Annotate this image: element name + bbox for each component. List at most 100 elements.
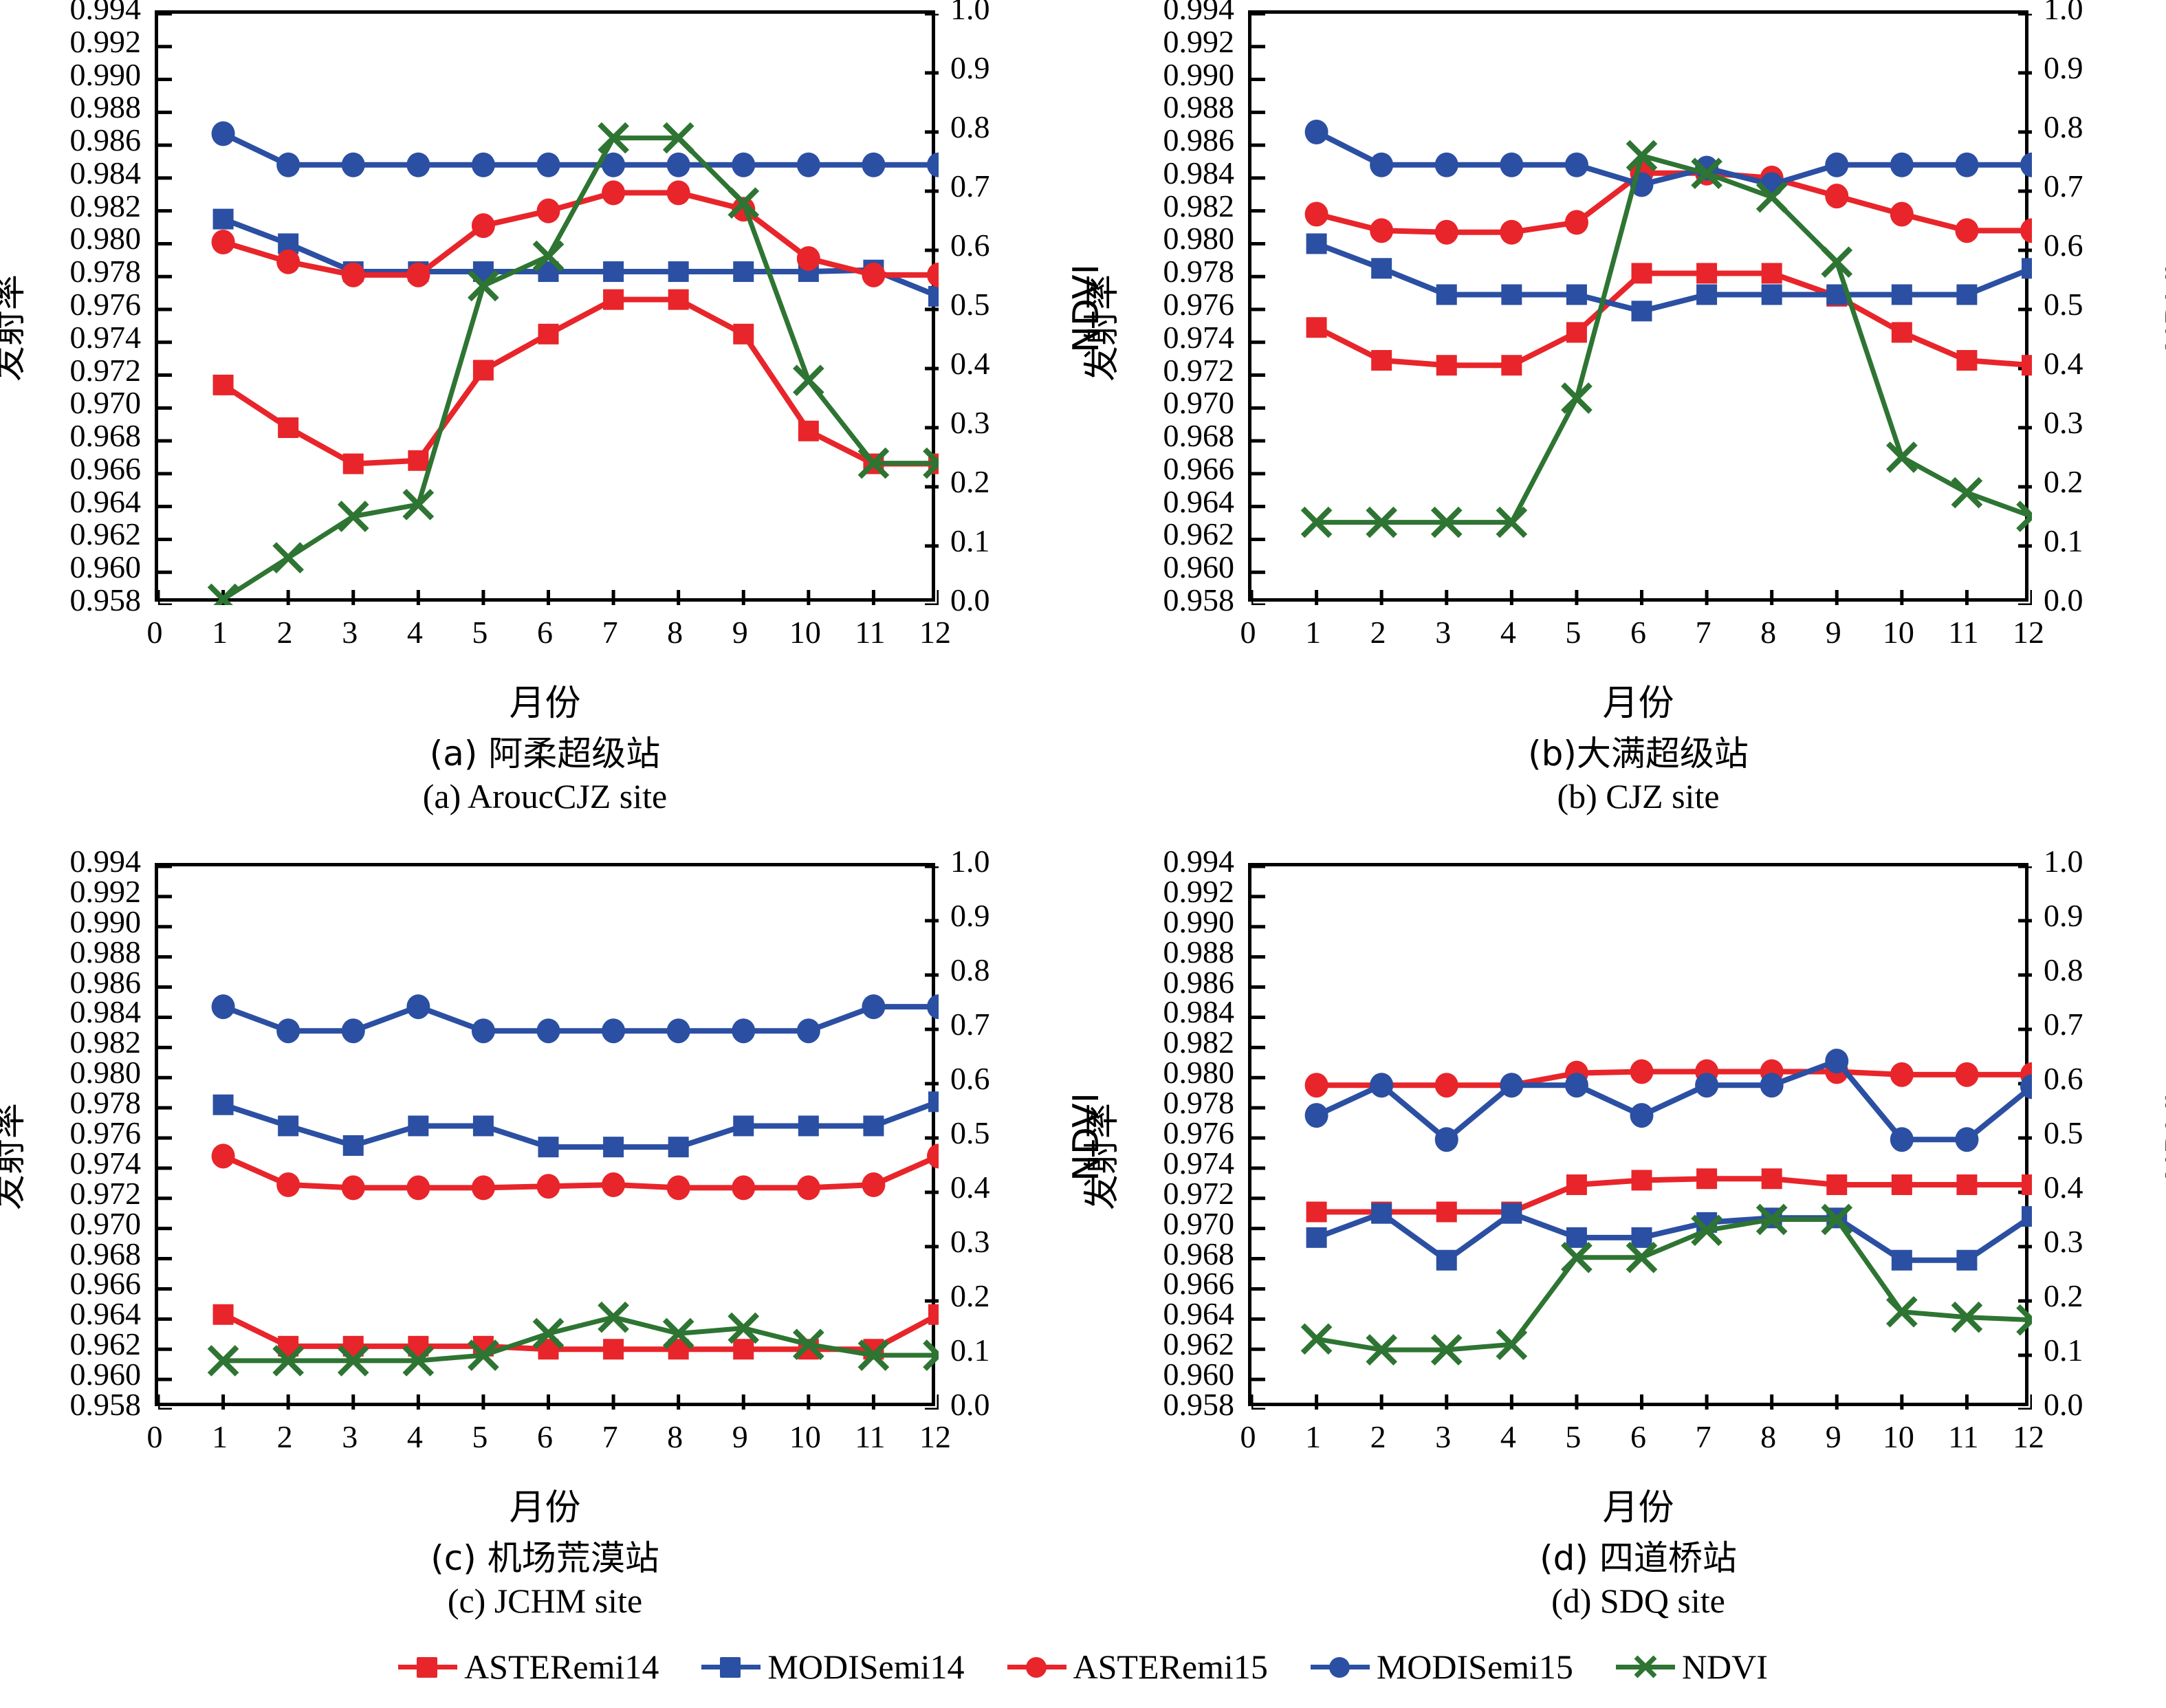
plot-canvas-b xyxy=(1251,14,2032,605)
series-ASTERemi15 xyxy=(1304,160,2032,245)
x-axis-tick-label: 2 xyxy=(276,1419,293,1454)
y2-axis-tick-label: 0.0 xyxy=(950,582,990,617)
y2-axis-tick-label: 0.5 xyxy=(2044,287,2083,322)
y-axis-tick-label: 0.976 xyxy=(69,1115,142,1150)
x-axis-tick-label: 10 xyxy=(1882,615,1914,650)
y2-axis-tick-label: 0.1 xyxy=(2044,1333,2083,1368)
y2-axis-tick-label: 0.3 xyxy=(950,1224,990,1259)
panel-caption-en: (d) SDQ site xyxy=(1551,1581,1725,1620)
circle-marker-icon xyxy=(1025,1657,1047,1678)
y-axis-tick-label: 0.978 xyxy=(1163,254,1235,289)
x-axis-tick-label: 8 xyxy=(1760,615,1777,650)
x-axis-title: 月份 xyxy=(509,683,581,724)
y-axis-title: 发射率 xyxy=(1082,1102,1123,1210)
y2-axis-title: NDVI xyxy=(2159,1093,2166,1181)
y-axis-tick-label: 0.960 xyxy=(1163,1357,1235,1392)
y2-axis-tick-label: 0.0 xyxy=(950,1387,990,1422)
y-axis-tick-label: 0.972 xyxy=(69,1175,142,1211)
y-axis-tick-label: 0.992 xyxy=(1163,873,1235,909)
legend-item-ASTERemi15[interactable]: ASTERemi15 xyxy=(1007,1647,1268,1687)
panel-caption-cn: (b)大满超级站 xyxy=(1528,734,1749,774)
legend-item-NDVI[interactable]: NDVI xyxy=(1615,1647,1768,1687)
legend-label: MODISemi15 xyxy=(1376,1647,1573,1686)
y-axis-tick-label: 0.966 xyxy=(69,1266,142,1302)
y-axis-tick-label: 0.976 xyxy=(69,287,142,322)
y-axis-tick-label: 0.966 xyxy=(69,450,142,486)
y-axis-tick-label: 0.978 xyxy=(1163,1085,1235,1121)
y-axis-tick-label: 0.988 xyxy=(69,934,142,970)
series-MODISemi15 xyxy=(211,121,939,177)
y2-axis-tick-label: 0.6 xyxy=(950,228,990,263)
y2-axis-tick-label: 0.9 xyxy=(950,898,990,933)
series-NDVI xyxy=(1300,140,2032,538)
legend-item-ASTERemi14[interactable]: ASTERemi14 xyxy=(398,1647,659,1687)
y2-axis-tick-label: 0.4 xyxy=(2044,346,2083,381)
legend-glyph-circle-icon xyxy=(1007,1653,1066,1680)
x-axis-tick-label: 8 xyxy=(1760,1419,1777,1454)
y2-axis-tick-label: 0.3 xyxy=(2044,1224,2083,1259)
x-axis-tick-label: 5 xyxy=(1565,615,1582,650)
y2-axis-tick-label: 0.2 xyxy=(950,1278,990,1313)
y-axis-tick-label: 0.990 xyxy=(69,904,142,939)
legend-glyph-circle-icon xyxy=(1310,1653,1370,1680)
y2-axis-tick-label: 0.8 xyxy=(2044,952,2083,987)
y-axis-tick-label: 0.974 xyxy=(69,319,142,355)
plot-area-c xyxy=(155,863,939,1410)
y2-axis-tick-label: 0.0 xyxy=(2044,582,2083,617)
y-axis-tick-label: 0.958 xyxy=(69,1387,142,1422)
legend-item-MODISemi15[interactable]: MODISemi15 xyxy=(1310,1647,1573,1687)
y-axis-tick-label: 0.992 xyxy=(69,23,142,59)
y-axis-tick-label: 0.974 xyxy=(1163,1145,1235,1181)
y2-axis-tick-label: 0.7 xyxy=(2044,168,2083,204)
x-axis-tick-label: 6 xyxy=(537,615,553,650)
legend-glyph-cross-icon xyxy=(1615,1653,1675,1680)
legend-label: ASTERemi15 xyxy=(1073,1647,1268,1686)
x-axis-tick-label: 0 xyxy=(146,1419,163,1454)
y-axis-tick-label: 0.960 xyxy=(1163,549,1235,585)
y2-axis-tick-label: 0.6 xyxy=(2044,1061,2083,1096)
series-ASTERemi15 xyxy=(211,1143,939,1201)
x-axis-tick-label: 5 xyxy=(472,615,488,650)
x-axis-tick-label: 7 xyxy=(1695,1419,1711,1454)
y2-axis-tick-label: 1.0 xyxy=(2044,0,2083,26)
series-NDVI xyxy=(1300,1203,2032,1366)
series-ASTERemi14 xyxy=(1306,1168,2032,1223)
y2-axis-tick-label: 0.8 xyxy=(2044,109,2083,144)
y2-axis-tick-label: 0.5 xyxy=(2044,1115,2083,1150)
y-axis-tick-label: 0.986 xyxy=(1163,122,1235,158)
y2-axis-tick-label: 1.0 xyxy=(950,844,990,879)
y2-axis-tick-label: 0.5 xyxy=(950,287,990,322)
y2-axis-tick-label: 0.7 xyxy=(2044,1007,2083,1042)
y2-axis-tick-label: 0.4 xyxy=(950,1170,990,1205)
y-axis-tick-label: 0.984 xyxy=(1163,994,1235,1030)
y-axis-tick-label: 0.972 xyxy=(1163,1175,1235,1211)
x-axis-tick-label: 1 xyxy=(1305,615,1322,650)
y2-axis-tick-label: 0.1 xyxy=(2044,523,2083,558)
y-axis-tick-label: 0.994 xyxy=(1163,844,1235,879)
x-axis-tick-label: 8 xyxy=(667,1419,683,1454)
y2-axis-tick-label: 0.8 xyxy=(950,109,990,144)
x-axis-tick-label: 0 xyxy=(1240,615,1256,650)
y-axis-tick-label: 0.994 xyxy=(69,844,142,879)
y-axis-tick-label: 0.972 xyxy=(1163,352,1235,388)
x-axis-tick-label: 11 xyxy=(855,615,886,650)
x-axis-tick-label: 9 xyxy=(1825,615,1841,650)
legend-glyph-square-icon xyxy=(701,1653,761,1680)
x-axis-tick-label: 9 xyxy=(732,615,748,650)
legend-item-MODISemi14[interactable]: MODISemi14 xyxy=(701,1647,965,1687)
panel-caption-d: (d) 四道桥站 (d) SDQ site xyxy=(1248,1537,2028,1622)
series-MODISemi15 xyxy=(1304,120,2032,197)
y-axis-tick-label: 0.980 xyxy=(1163,1055,1235,1091)
panel-caption-a: (a) 阿柔超级站 (a) AroucCJZ site xyxy=(155,732,935,818)
series-ASTERemi15 xyxy=(1304,1059,2032,1098)
plot-canvas-d xyxy=(1251,866,2032,1410)
y-axis-tick-label: 0.964 xyxy=(69,1296,142,1332)
y2-axis-tick-label: 1.0 xyxy=(2044,844,2083,879)
y2-axis-tick-label: 0.7 xyxy=(950,1007,990,1042)
x-axis-tick-label: 1 xyxy=(212,615,228,650)
x-axis-tick-label: 6 xyxy=(1630,1419,1646,1454)
y-axis-tick-label: 0.968 xyxy=(69,1236,142,1271)
x-axis-tick-label: 2 xyxy=(1370,615,1386,650)
